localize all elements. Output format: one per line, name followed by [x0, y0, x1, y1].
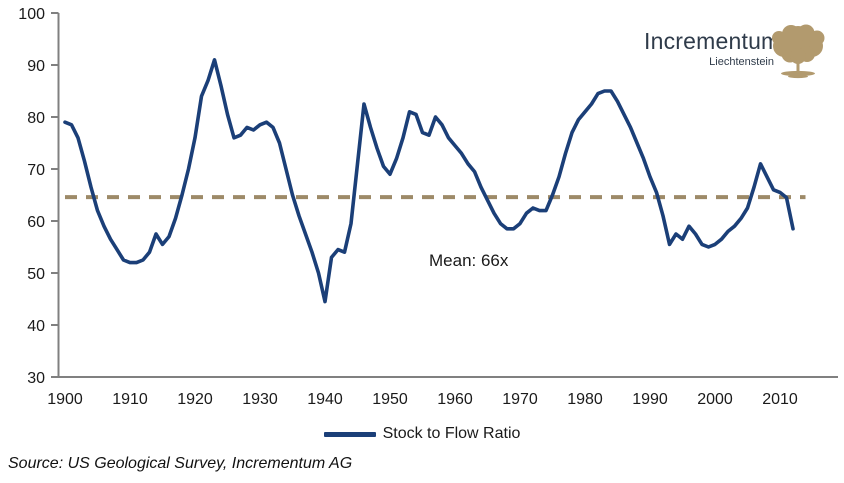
x-axis-tick-label: 1950 [372, 391, 408, 408]
logo-company-location: Liechtenstein [709, 56, 774, 68]
x-axis-tick-label: 1990 [632, 391, 668, 408]
x-axis-tick-label: 2010 [762, 391, 798, 408]
y-axis-tick-labels: 30 40 50 60 70 80 90 100 [18, 6, 45, 387]
incrementum-logo: Incrementum Liechtenstein [644, 24, 834, 86]
tree-icon [772, 24, 825, 79]
mean-annotation-label: Mean: 66x [429, 251, 509, 270]
stock-to-flow-line [63, 58, 795, 304]
x-axis-tick-label: 1970 [502, 391, 538, 408]
y-axis-tick-label: 80 [27, 110, 45, 127]
y-axis-ticks [51, 12, 59, 378]
legend-item-label: Stock to Flow Ratio [382, 425, 521, 442]
x-axis-tick-label: 1930 [242, 391, 278, 408]
x-axis-tick-label: 1910 [112, 391, 148, 408]
x-axis-tick-label: 1920 [177, 391, 213, 408]
y-axis-tick-label: 60 [27, 214, 45, 231]
y-axis-tick-label: 100 [18, 6, 45, 23]
legend-color-swatch [323, 431, 376, 437]
y-axis-tick-label: 70 [27, 162, 45, 179]
x-axis-tick-label: 1960 [437, 391, 473, 408]
x-axis-tick-label: 1980 [567, 391, 603, 408]
y-axis-tick-label: 30 [27, 370, 45, 387]
x-axis-tick-label: 1900 [47, 391, 83, 408]
x-axis-tick-label: 2000 [697, 391, 733, 408]
y-axis-tick-label: 90 [27, 58, 45, 75]
legend-item-stock-to-flow: Stock to Flow Ratio [323, 425, 521, 443]
logo-text-block: Incrementum Liechtenstein [644, 28, 781, 69]
x-axis-tick-label: 1940 [307, 391, 343, 408]
chart-legend: Stock to Flow Ratio [0, 425, 844, 443]
x-axis-tick-labels: 1900 1910 1920 1930 1940 1950 1960 1970 1980 1990… [47, 391, 798, 408]
logo-company-name: Incrementum [644, 28, 781, 54]
y-axis-tick-label: 50 [27, 266, 45, 283]
y-axis-tick-label: 40 [27, 318, 45, 335]
source-note: Source: US Geological Survey, Incrementu… [8, 455, 353, 472]
